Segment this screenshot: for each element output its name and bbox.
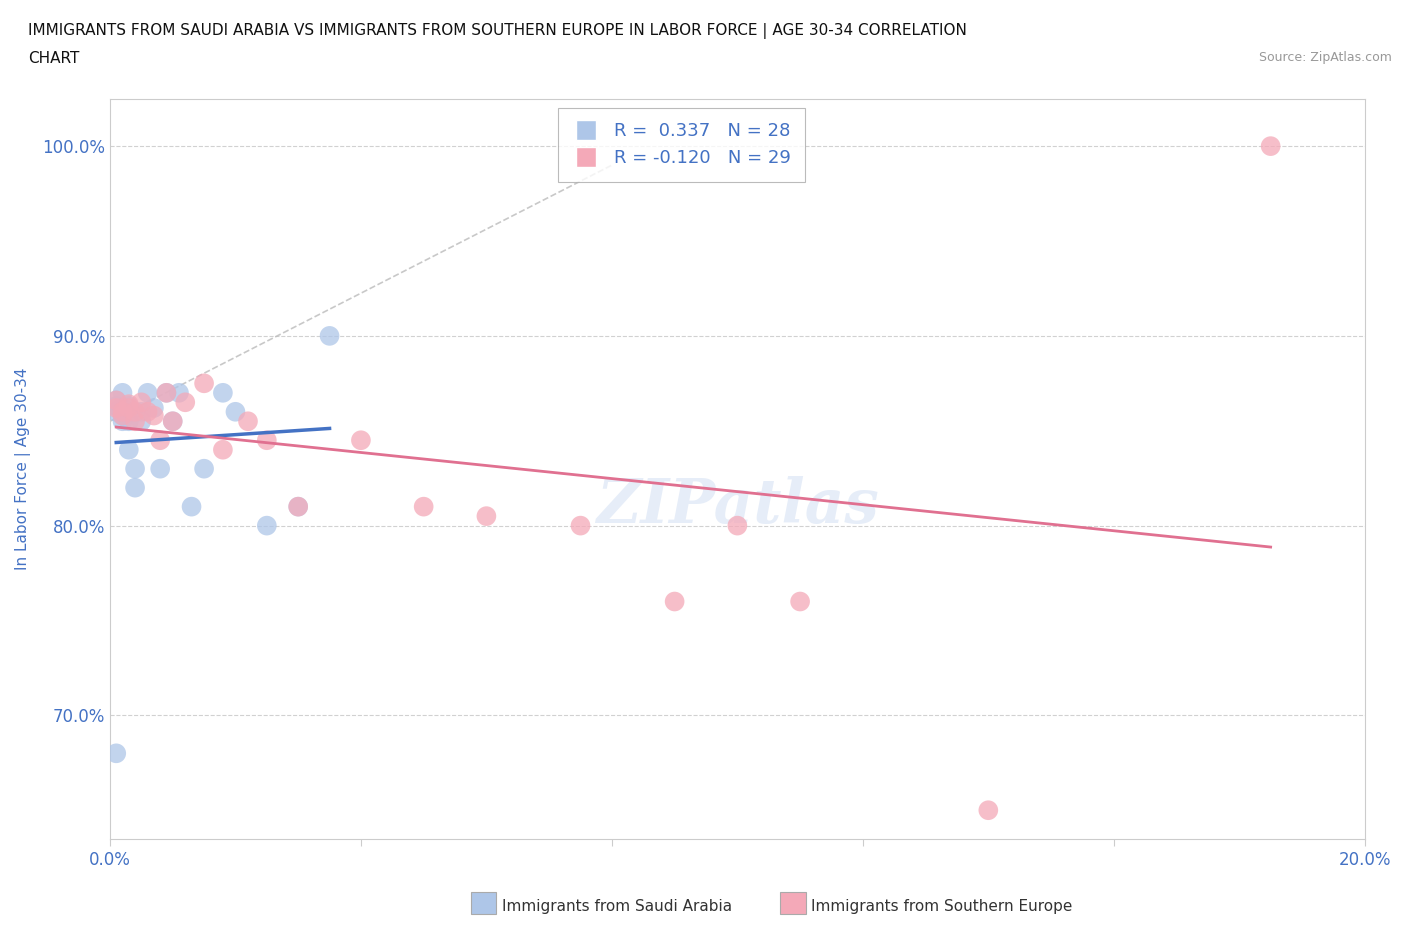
Point (180, 499, 202, 514)
Point (350, 432, 373, 447)
Point (149, 432, 172, 447)
Point (105, 393, 128, 408)
Point (1260, 139, 1282, 153)
Point (131, 395, 153, 410)
Point (256, 518, 278, 533)
Text: Immigrants from Southern Europe: Immigrants from Southern Europe (811, 899, 1073, 914)
Text: ZIPatlas: ZIPatlas (596, 476, 879, 536)
Point (155, 385, 177, 400)
Text: Immigrants from Saudi Arabia: Immigrants from Saudi Arabia (502, 899, 733, 914)
Point (174, 395, 197, 410)
Point (412, 499, 434, 514)
Point (167, 385, 190, 400)
Point (256, 432, 278, 447)
Point (569, 518, 592, 533)
Point (105, 405, 128, 419)
Point (124, 461, 146, 476)
Point (131, 405, 153, 419)
Point (224, 405, 246, 419)
Point (142, 408, 165, 423)
Point (136, 405, 159, 419)
Point (193, 461, 215, 476)
Point (105, 399, 128, 414)
Point (236, 414, 259, 429)
Point (118, 443, 141, 458)
Point (789, 594, 811, 609)
Point (105, 401, 128, 416)
Point (124, 480, 146, 495)
Point (118, 414, 141, 429)
Point (287, 499, 309, 514)
Point (131, 414, 153, 429)
Point (105, 393, 128, 408)
Point (212, 385, 235, 400)
Text: Source: ZipAtlas.com: Source: ZipAtlas.com (1258, 51, 1392, 64)
Text: CHART: CHART (28, 51, 80, 66)
Point (124, 405, 146, 419)
Point (111, 408, 134, 423)
Point (149, 461, 172, 476)
Point (111, 414, 134, 429)
Text: IMMIGRANTS FROM SAUDI ARABIA VS IMMIGRANTS FROM SOUTHERN EUROPE IN LABOR FORCE |: IMMIGRANTS FROM SAUDI ARABIA VS IMMIGRAN… (28, 23, 967, 39)
Point (155, 385, 177, 400)
Point (287, 499, 309, 514)
Y-axis label: In Labor Force | Age 30-34: In Labor Force | Age 30-34 (15, 367, 31, 570)
Point (111, 408, 134, 423)
Legend: R =  0.337   N = 28, R = -0.120   N = 29: R = 0.337 N = 28, R = -0.120 N = 29 (558, 108, 806, 181)
Point (318, 328, 340, 343)
Point (212, 443, 235, 458)
Point (105, 746, 128, 761)
Point (142, 401, 165, 416)
Point (725, 518, 748, 533)
Point (664, 594, 686, 609)
Point (111, 401, 134, 416)
Point (124, 414, 146, 429)
Point (136, 385, 159, 400)
Point (193, 376, 215, 391)
Point (111, 405, 134, 419)
Point (118, 399, 141, 414)
Point (111, 385, 134, 400)
Point (118, 401, 141, 416)
Point (475, 509, 498, 524)
Point (118, 397, 141, 412)
Point (977, 803, 1000, 817)
Point (162, 414, 184, 429)
Point (162, 414, 184, 429)
